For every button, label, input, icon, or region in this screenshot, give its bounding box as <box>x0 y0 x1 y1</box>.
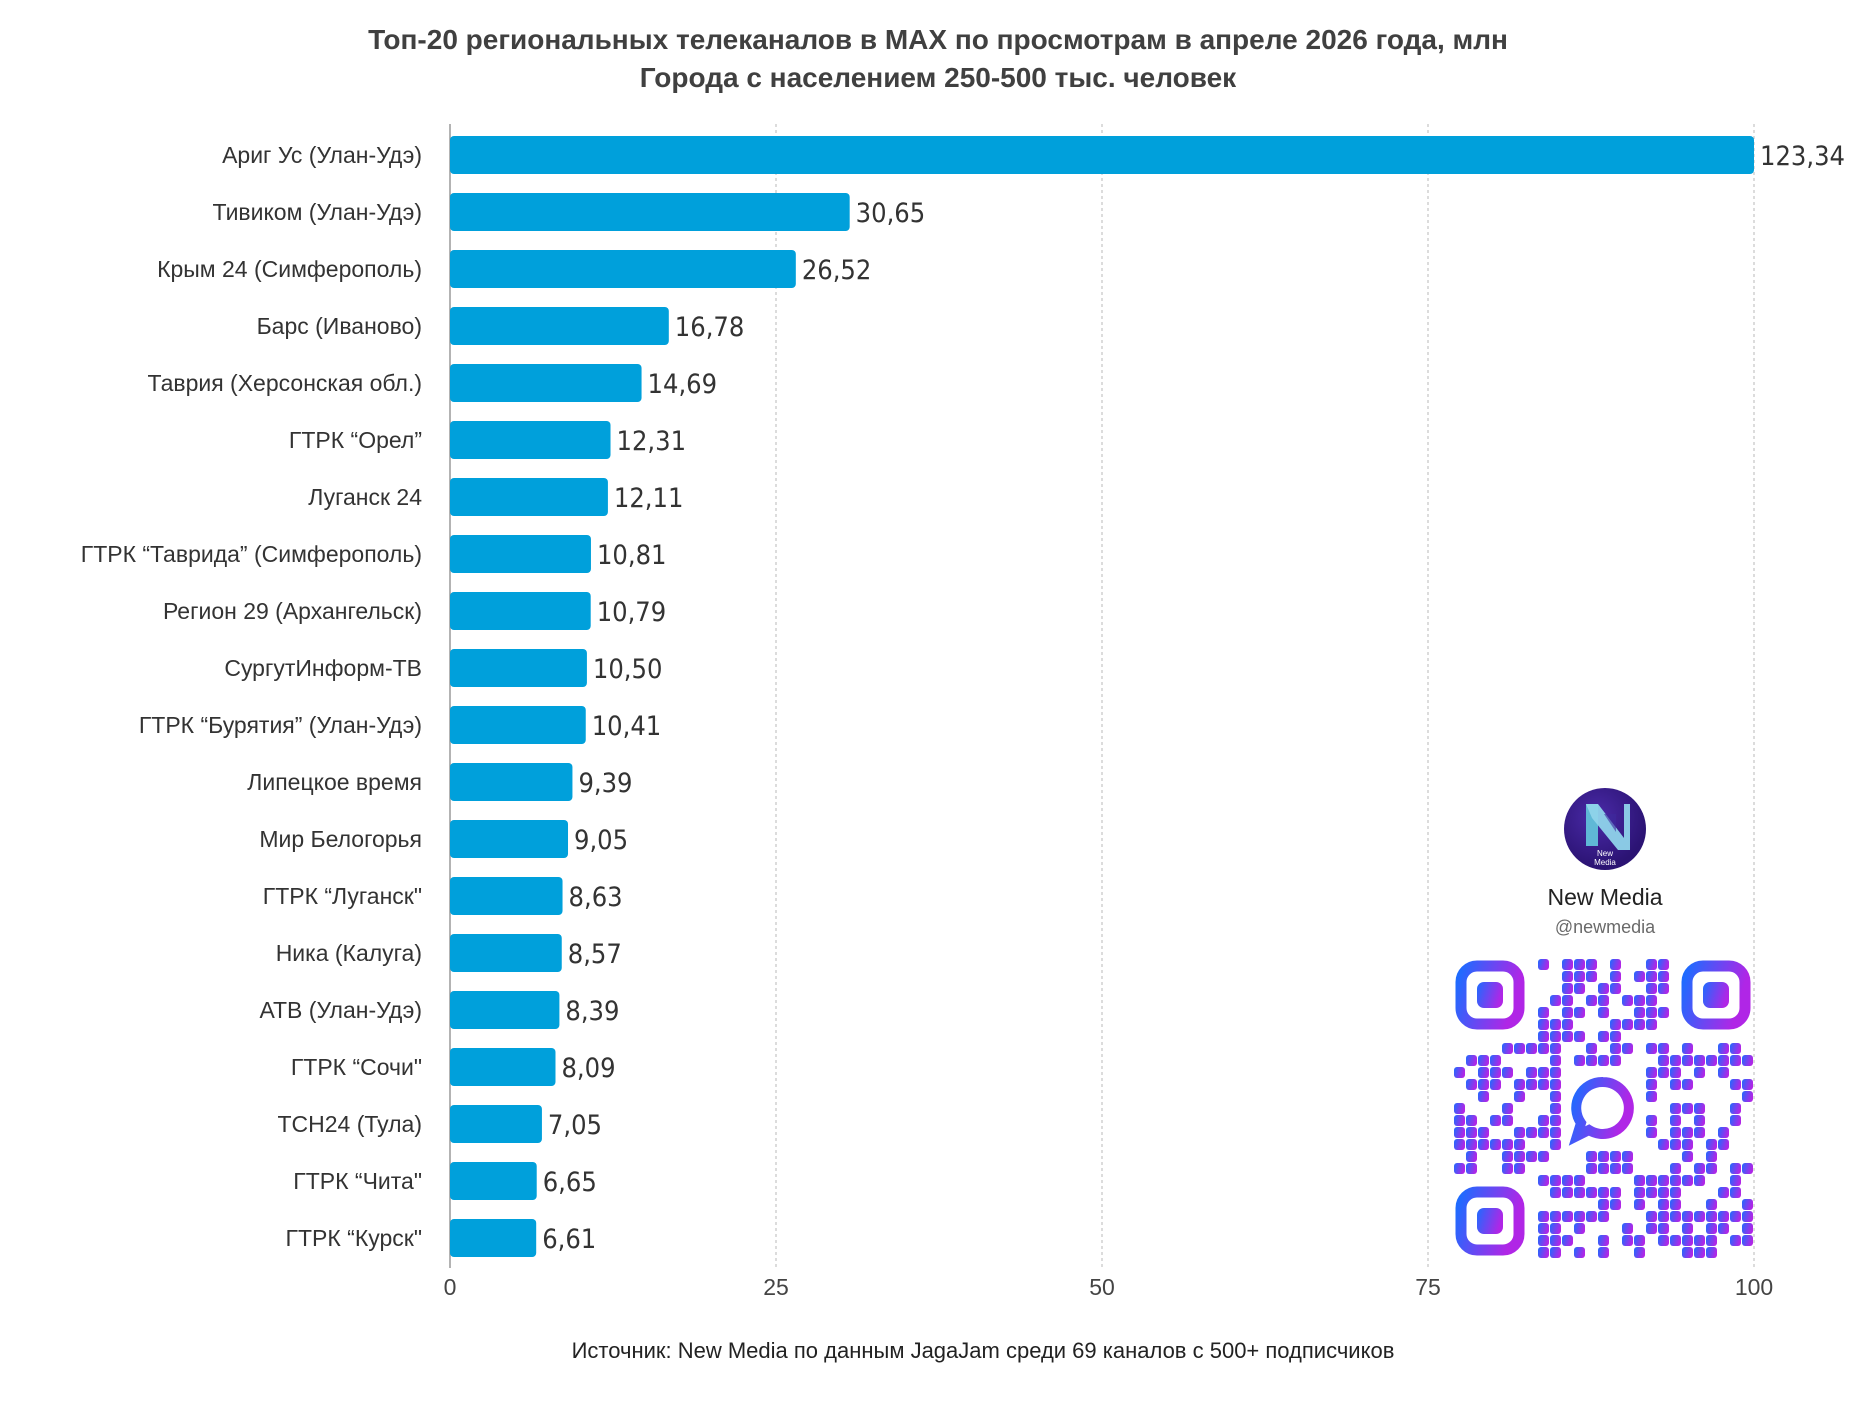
value-label: 9,39 <box>578 768 632 799</box>
category-label: ГТРК “Таврида” (Симферополь) <box>81 541 422 567</box>
category-label: ГТРК “Сочи" <box>291 1054 422 1080</box>
category-label: ГТРК “Бурятия” (Улан-Удэ) <box>139 712 422 738</box>
value-label: 8,09 <box>561 1053 615 1084</box>
value-label: 8,63 <box>569 882 623 913</box>
x-tick-label: 25 <box>763 1274 789 1300</box>
category-label: Луганск 24 <box>308 484 422 510</box>
category-label: ГТРК “Чита" <box>293 1168 422 1194</box>
bar <box>450 706 586 744</box>
n-letter-icon: New Media <box>1586 804 1630 867</box>
brand-name: New Media <box>1547 884 1663 910</box>
bar <box>450 364 642 402</box>
bar <box>450 1219 537 1257</box>
category-label: Липецкое время <box>247 769 422 795</box>
value-label: 8,39 <box>565 996 619 1027</box>
category-label: АТВ (Улан-Удэ) <box>259 997 422 1023</box>
value-label: 12,11 <box>614 483 684 514</box>
brand-handle: @newmedia <box>1554 917 1656 937</box>
bar <box>450 193 850 231</box>
value-labels: 123,34 30,65 26,52 16,78 14,69 12,31 12,11 10,8… <box>542 141 1845 1255</box>
value-label: 16,78 <box>675 312 745 343</box>
category-label: ТСН24 (Тула) <box>277 1111 422 1137</box>
bar-chart: Ариг Ус (Улан-Удэ) Тивиком (Улан-Удэ) Крым… <box>81 124 1845 1300</box>
value-label: 10,81 <box>597 540 667 571</box>
category-label: Ника (Калуга) <box>276 940 422 966</box>
value-label: 12,31 <box>617 426 687 457</box>
value-label: 30,65 <box>856 198 926 229</box>
bar <box>450 991 560 1029</box>
bar <box>450 535 591 573</box>
value-label: 10,50 <box>593 654 663 685</box>
bar <box>450 934 562 972</box>
value-label: 123,34 <box>1760 141 1845 172</box>
bar <box>450 1162 537 1200</box>
category-label: Тивиком (Улан-Удэ) <box>213 199 422 225</box>
category-label: Таврия (Херсонская обл.) <box>148 370 422 396</box>
category-label: ГТРК “Курск" <box>286 1225 422 1251</box>
new-media-logo: New Media <box>1564 788 1646 870</box>
category-label: Регион 29 (Архангельск) <box>163 598 422 624</box>
bar <box>450 421 611 459</box>
bar <box>450 307 669 345</box>
category-labels: Ариг Ус (Улан-Удэ) Тивиком (Улан-Удэ) Крым… <box>81 142 422 1251</box>
value-label: 26,52 <box>802 255 872 286</box>
value-label: 14,69 <box>648 369 718 400</box>
value-label: 6,65 <box>543 1167 597 1198</box>
chart-subtitle: Города с населением 250-500 тыс. человек <box>639 62 1237 93</box>
value-label: 10,79 <box>597 597 667 628</box>
x-tick-label: 100 <box>1735 1274 1773 1300</box>
x-tick-label: 75 <box>1415 1274 1441 1300</box>
chart-title: Топ-20 региональных телеканалов в MAX по… <box>368 24 1508 55</box>
category-label: Крым 24 (Симферополь) <box>157 256 422 282</box>
bar <box>450 250 796 288</box>
category-label: ГТРК “Орел” <box>289 427 422 453</box>
bar <box>450 877 563 915</box>
category-label: Барс (Иваново) <box>257 313 422 339</box>
bar <box>450 649 587 687</box>
x-axis-ticks: 0 25 50 75 100 <box>444 1274 1774 1300</box>
bars <box>450 136 1754 1257</box>
bar <box>450 136 1754 174</box>
brand-block: New Media New Media @newmedia <box>1450 788 1760 938</box>
category-label: Ариг Ус (Улан-Удэ) <box>222 142 422 168</box>
bar <box>450 1048 556 1086</box>
category-label: ГТРК “Луганск" <box>263 883 422 909</box>
bar <box>450 1105 542 1143</box>
bar <box>450 478 608 516</box>
value-label: 6,61 <box>542 1224 596 1255</box>
svg-text:Media: Media <box>1594 858 1616 867</box>
source-note: Источник: New Media по данным JagaJam ср… <box>571 1338 1395 1363</box>
x-tick-label: 0 <box>444 1274 457 1300</box>
value-label: 9,05 <box>574 825 628 856</box>
value-label: 7,05 <box>548 1110 602 1141</box>
category-label: Мир Белогорья <box>259 826 422 852</box>
qr-code-icon[interactable] <box>1453 958 1753 1258</box>
bar <box>450 592 591 630</box>
bar <box>450 763 573 801</box>
value-label: 8,57 <box>568 939 622 970</box>
bar <box>450 820 569 858</box>
category-label: СургутИнформ-ТВ <box>224 655 422 681</box>
x-tick-label: 50 <box>1089 1274 1115 1300</box>
svg-text:New: New <box>1597 849 1613 858</box>
value-label: 10,41 <box>592 711 662 742</box>
